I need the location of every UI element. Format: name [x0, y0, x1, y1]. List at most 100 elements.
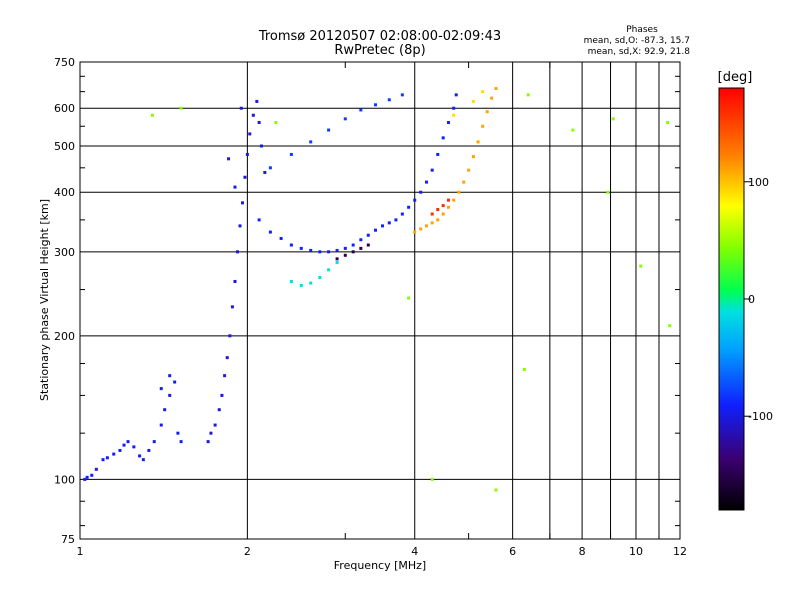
- data-point: [225, 356, 229, 360]
- data-point: [159, 423, 163, 427]
- data-point: [606, 190, 610, 194]
- data-point: [122, 443, 126, 447]
- data-point: [243, 175, 247, 179]
- chart-subtitle: RwPretec (8p): [334, 43, 425, 58]
- data-point: [289, 243, 293, 247]
- data-point: [452, 198, 456, 202]
- data-point: [245, 152, 249, 156]
- data-point: [366, 243, 370, 247]
- y-tick-label: 750: [54, 56, 75, 69]
- data-point: [257, 218, 261, 222]
- data-point: [413, 198, 417, 202]
- data-point: [206, 440, 210, 444]
- data-point: [400, 212, 404, 216]
- data-point: [309, 248, 313, 252]
- stats-x: mean, sd,X: 92.9, 21.8: [588, 47, 691, 57]
- plot-frame: [79, 61, 681, 540]
- x-tick-label: 8: [579, 545, 586, 558]
- data-point: [335, 260, 339, 264]
- data-point: [141, 458, 145, 462]
- data-point: [318, 276, 322, 280]
- data-point: [407, 205, 411, 209]
- data-point: [387, 221, 391, 225]
- data-point: [490, 96, 494, 100]
- data-point: [279, 236, 283, 240]
- data-point: [263, 170, 267, 174]
- data-point: [335, 248, 339, 252]
- colorbar: [deg] 100 0 -100: [718, 70, 773, 511]
- data-point: [268, 230, 272, 234]
- colorbar-tick-label: 100: [748, 176, 769, 189]
- data-point: [481, 90, 485, 94]
- data-point: [233, 279, 237, 283]
- y-tick-label: 400: [54, 186, 75, 199]
- y-tick-label: 600: [54, 102, 75, 115]
- data-point: [666, 121, 670, 125]
- data-point: [105, 456, 109, 460]
- data-point: [309, 140, 313, 144]
- x-tick-label: 2: [244, 545, 251, 558]
- data-point: [257, 121, 261, 125]
- data-point: [248, 132, 252, 136]
- data-point: [259, 144, 263, 148]
- data-point: [223, 374, 227, 378]
- data-point: [220, 393, 224, 397]
- data-point: [327, 128, 331, 132]
- data-point: [94, 467, 98, 471]
- data-point: [373, 103, 377, 107]
- data-point: [425, 180, 429, 184]
- data-point: [494, 86, 498, 90]
- x-tick-label: 10: [629, 545, 643, 558]
- stats-o: mean, sd,O: -87.3, 15.7: [584, 36, 690, 46]
- data-point: [85, 475, 89, 479]
- data-point: [168, 393, 172, 397]
- data-point: [126, 440, 130, 444]
- x-tick-label: 1: [77, 545, 84, 558]
- x-tick-label: 6: [509, 545, 516, 558]
- data-point: [446, 205, 450, 209]
- data-point: [359, 238, 363, 242]
- data-point: [112, 452, 116, 456]
- data-point: [179, 440, 183, 444]
- data-point: [366, 233, 370, 237]
- data-point: [251, 113, 255, 117]
- data-point: [454, 93, 458, 97]
- data-point: [430, 168, 434, 172]
- data-point: [343, 246, 347, 250]
- data-point: [467, 168, 471, 172]
- data-point: [419, 227, 423, 231]
- data-point: [343, 253, 347, 257]
- header: Tromsø 20120507 02:08:00-02:09:43 RwPret…: [258, 25, 690, 58]
- data-point: [407, 296, 411, 300]
- data-point: [268, 166, 272, 170]
- y-tick-label: 100: [54, 473, 75, 486]
- data-point: [425, 224, 429, 228]
- data-point: [150, 113, 154, 117]
- data-point: [132, 445, 136, 449]
- x-tick-label: 12: [673, 545, 687, 558]
- data-point: [163, 408, 167, 412]
- data-point: [373, 228, 377, 232]
- data-point: [471, 155, 475, 159]
- colorbar-gradient: [718, 87, 745, 511]
- plot-area: [79, 61, 681, 540]
- x-axis-label: Frequency [MHz]: [334, 559, 426, 572]
- data-point: [213, 423, 217, 427]
- data-point: [639, 264, 643, 268]
- data-point: [571, 128, 575, 132]
- data-point: [430, 212, 434, 216]
- x-tick-label: 4: [411, 545, 418, 558]
- data-point: [446, 121, 450, 125]
- data-point: [462, 180, 466, 184]
- data-point: [233, 185, 237, 189]
- data-point: [668, 324, 672, 328]
- data-point: [522, 367, 526, 371]
- data-point: [230, 305, 234, 309]
- data-point: [118, 448, 122, 452]
- data-point: [90, 473, 94, 477]
- data-point: [394, 218, 398, 222]
- data-point: [138, 454, 142, 458]
- data-point: [452, 113, 456, 117]
- data-point: [351, 250, 355, 254]
